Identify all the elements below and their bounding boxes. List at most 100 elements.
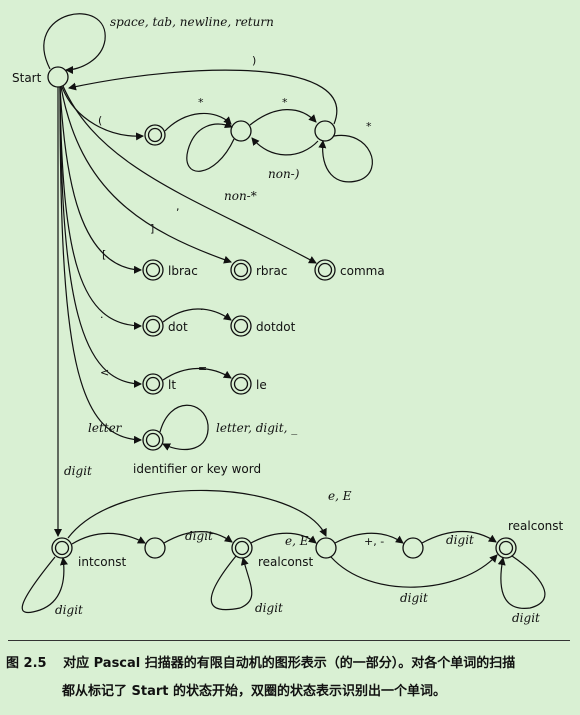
non-star-loop-edge — [186, 120, 235, 172]
dotdot-state-inner — [233, 318, 249, 334]
figure-caption: 图 2.5 对应 Pascal 扫描器的有限自动机的图形表示（的一部分）。对各个… — [6, 650, 574, 706]
rbrac-edge — [60, 86, 232, 264]
comment-state-1-inner — [147, 127, 163, 143]
digit-loop2-edge — [210, 555, 253, 611]
lt-sym: < — [100, 366, 109, 379]
rbrac-label: rbrac — [256, 264, 287, 278]
start-label: Start — [12, 71, 42, 85]
non-star-label: non-* — [224, 189, 257, 203]
digit-c-edge — [330, 554, 498, 588]
intconst-label: intconst — [78, 555, 126, 569]
lt-state-outer — [142, 373, 164, 395]
digit-start-label: digit — [64, 464, 92, 478]
comment-state-1-outer — [144, 124, 166, 146]
comment-state-2 — [230, 120, 252, 142]
le-state-outer — [230, 373, 252, 395]
star3-loop-edge — [318, 134, 373, 183]
identifier-label: identifier or key word — [133, 462, 261, 476]
eE-mid-label: e, E — [285, 534, 309, 548]
comma-state-inner — [317, 262, 333, 278]
letter-digit-label: letter, digit, _ — [216, 421, 297, 435]
whitespace-loop-edge — [43, 13, 106, 74]
identifier-state-outer — [142, 429, 164, 451]
dot-sym: . — [100, 308, 104, 321]
lbrac-sym: [ — [102, 248, 106, 261]
dot-state-inner — [145, 318, 161, 334]
digit-c-label: digit — [400, 591, 428, 605]
star2-label: * — [282, 96, 288, 109]
dotdot-label: dotdot — [256, 320, 296, 334]
eE-top-edge — [67, 489, 327, 539]
lbrac-state-inner — [145, 262, 161, 278]
realconst2-label: realconst — [508, 519, 564, 533]
comma-edge — [62, 85, 317, 264]
non-close-edge — [251, 137, 319, 156]
lt-label: lt — [168, 378, 176, 392]
le-label: le — [256, 378, 267, 392]
letter-label: letter — [88, 421, 123, 435]
dotdot-state-outer — [230, 315, 252, 337]
dot-state-outer — [142, 315, 164, 337]
letter-digit-loop-edge — [159, 404, 209, 451]
le-state-inner — [233, 376, 249, 392]
digit-b-edge — [421, 531, 497, 544]
digit-loop3-edge — [497, 555, 546, 609]
close-paren-label: ) — [252, 54, 256, 67]
caption-divider — [8, 640, 570, 641]
comment-state-3 — [314, 120, 336, 142]
le-sym: = — [198, 362, 207, 375]
rbrac-state-inner — [233, 262, 249, 278]
lbrac-state-outer — [142, 259, 164, 281]
lbrac-label: lbrac — [168, 264, 198, 278]
realconst1-label: realconst — [258, 555, 314, 569]
caption-text-1: 对应 Pascal 扫描器的有限自动机的图形表示（的一部分）。对各个单词的扫描 — [63, 656, 516, 671]
plus-minus-label: +, - — [364, 535, 384, 548]
lt-state-inner — [145, 376, 161, 392]
star3-label: * — [366, 120, 372, 133]
comma-state-outer — [314, 259, 336, 281]
dot-label: dot — [168, 320, 188, 334]
digit-b-label: digit — [446, 533, 474, 547]
finite-automaton-diagram: Start space, tab, newline, return ( * * … — [12, 13, 564, 625]
dotdot-edge — [162, 308, 232, 323]
star1-edge — [164, 112, 232, 132]
comma-label: comma — [340, 264, 385, 278]
dot-edge — [59, 86, 142, 330]
identifier-state-inner — [145, 432, 161, 448]
frac-start-state — [144, 537, 166, 559]
eE-mid-edge — [250, 532, 317, 544]
lt-edge — [59, 86, 142, 388]
exp-state — [315, 537, 337, 559]
digit-a-label: digit — [185, 529, 213, 543]
intconst-state-inner — [54, 540, 70, 556]
whitespace-label: space, tab, newline, return — [110, 15, 274, 29]
digit-loop3-label: digit — [512, 611, 540, 625]
realconst2-state-inner — [498, 540, 514, 556]
realconst1-state-inner — [234, 540, 250, 556]
plus-minus-edge — [334, 532, 404, 544]
figure-number: 图 2.5 — [6, 656, 47, 671]
comma-sym: , — [176, 200, 180, 213]
eE-top-label: e, E — [328, 489, 352, 503]
rbrac-sym: ] — [150, 222, 154, 235]
dot-frac-edge — [71, 532, 146, 545]
lbrac-edge — [59, 86, 142, 274]
digit-loop1-label: digit — [55, 603, 83, 617]
non-close-label: non-) — [268, 167, 300, 181]
dotdot-sym: . — [200, 300, 204, 313]
digit-a-edge — [163, 531, 233, 544]
open-paren-label: ( — [98, 114, 102, 127]
exp-sign-state — [402, 537, 424, 559]
caption-line-2: 都从标记了 Start 的状态开始，双圈的状态表示识别出一个单词。 — [62, 684, 447, 699]
close-paren-edge — [68, 69, 338, 125]
rbrac-state-outer — [230, 259, 252, 281]
caption-line-1: 图 2.5 对应 Pascal 扫描器的有限自动机的图形表示（的一部分）。对各个… — [6, 650, 574, 678]
le-edge — [162, 367, 232, 381]
star1-label: * — [198, 96, 204, 109]
digit-loop2-label: digit — [255, 601, 283, 615]
realconst2-state-outer — [495, 537, 517, 559]
star2-edge — [249, 109, 317, 126]
start-state — [47, 66, 69, 88]
digit-loop1-edge — [21, 556, 68, 614]
letter-edge — [59, 86, 142, 444]
